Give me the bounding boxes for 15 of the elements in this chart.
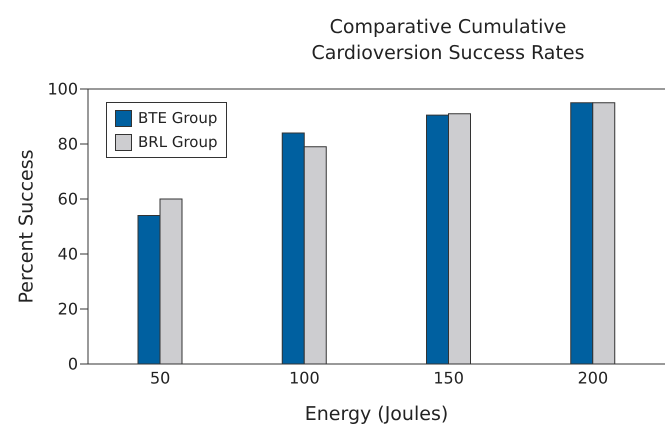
legend-label: BTE Group [138,108,218,129]
y-tick-label: 20 [58,300,78,319]
y-tick-label: 80 [58,134,78,154]
x-tick-label: 50 [150,368,170,388]
y-tick-label: 40 [58,244,78,264]
y-tick-label: 0 [68,354,78,374]
legend-label: BRL Group [138,132,218,153]
x-axis-title: Energy (Joules) [304,403,448,425]
y-tick-label: 60 [58,190,78,209]
x-tick-label: 100 [289,368,320,388]
x-tick-label: 150 [433,368,464,388]
y-axis-title: Percent Success [16,149,38,304]
x-tick-label: 200 [578,368,608,388]
chart-title: Comparative Cumulative Cardioversion Success Rates [310,15,586,66]
y-tick-label: 100 [47,80,78,99]
